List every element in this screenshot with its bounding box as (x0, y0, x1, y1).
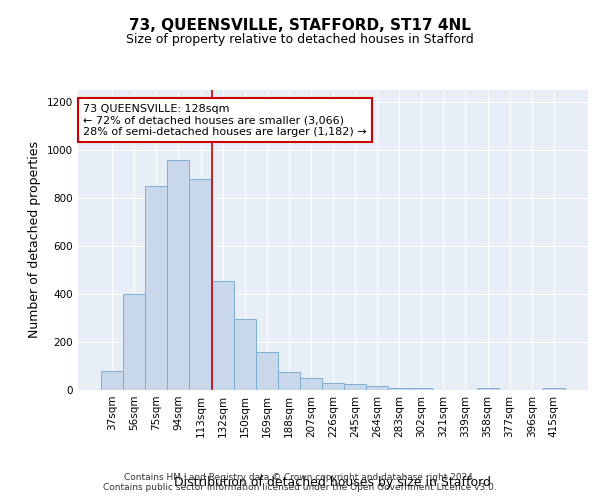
Y-axis label: Number of detached properties: Number of detached properties (28, 142, 41, 338)
Bar (344, 384, 366, 390)
Bar (145, 186, 167, 390)
Bar (212, 281, 233, 390)
Bar (543, 388, 565, 390)
X-axis label: Distribution of detached houses by size in Stafford: Distribution of detached houses by size … (175, 476, 491, 489)
Text: 73 QUEENSVILLE: 128sqm
← 72% of detached houses are smaller (3,066)
28% of semi-: 73 QUEENSVILLE: 128sqm ← 72% of detached… (83, 104, 367, 136)
Bar (476, 388, 499, 390)
Bar (322, 383, 344, 390)
Text: 73, QUEENSVILLE, STAFFORD, ST17 4NL: 73, QUEENSVILLE, STAFFORD, ST17 4NL (129, 18, 471, 32)
Text: Size of property relative to detached houses in Stafford: Size of property relative to detached ho… (126, 32, 474, 46)
Bar (410, 388, 433, 390)
Bar (190, 179, 212, 390)
Bar (256, 352, 278, 390)
Bar (123, 294, 145, 390)
Bar (278, 372, 300, 390)
Bar (167, 160, 190, 390)
Bar (233, 319, 256, 390)
Bar (388, 388, 410, 390)
Bar (101, 371, 123, 390)
Text: Contains HM Land Registry data © Crown copyright and database right 2024.
Contai: Contains HM Land Registry data © Crown c… (103, 473, 497, 492)
Bar (366, 386, 388, 390)
Bar (300, 378, 322, 390)
